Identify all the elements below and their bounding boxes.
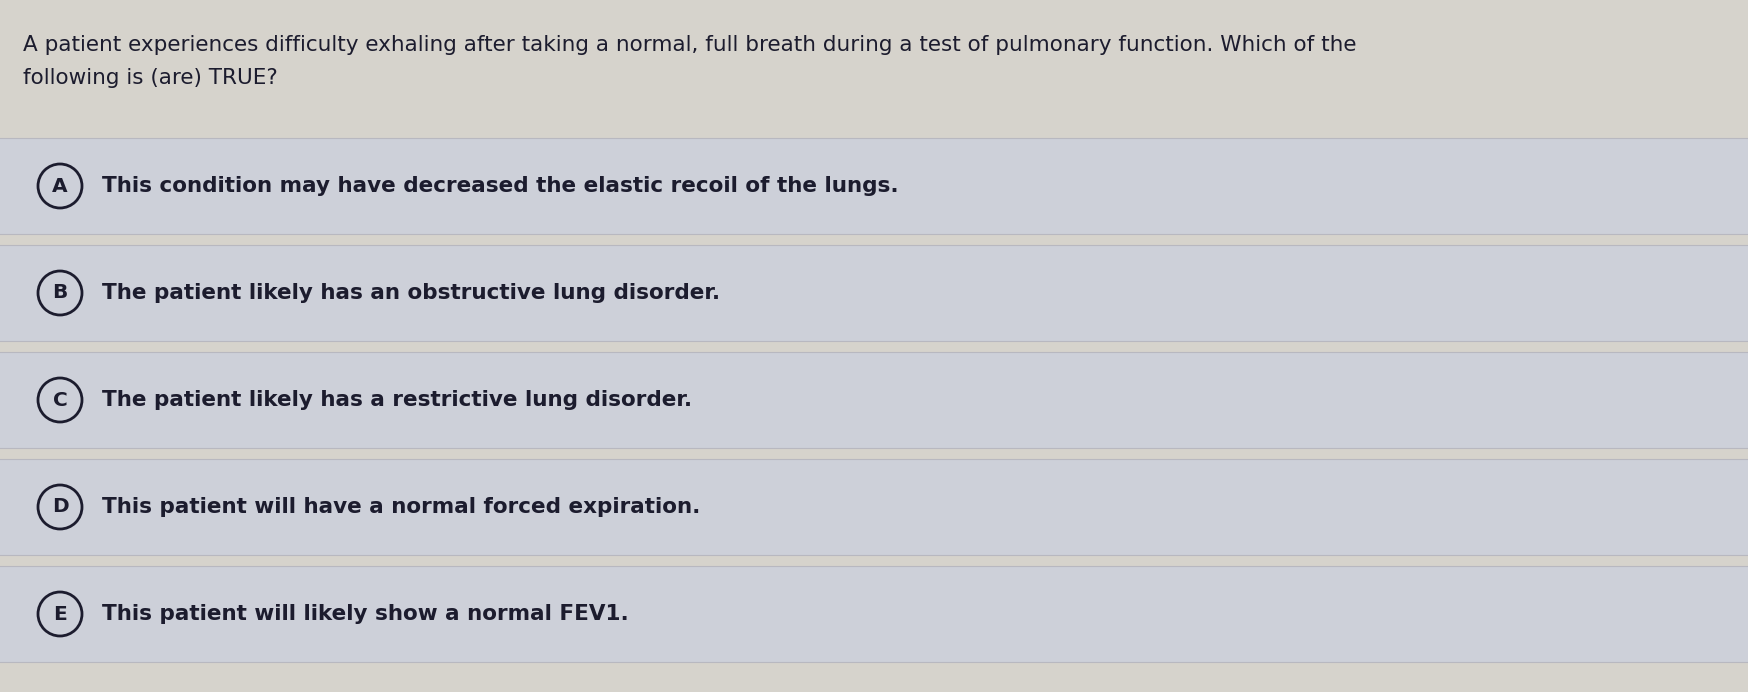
Text: This patient will have a normal forced expiration.: This patient will have a normal forced e… bbox=[101, 497, 701, 517]
Text: This patient will likely show a normal FEV1.: This patient will likely show a normal F… bbox=[101, 604, 629, 624]
FancyBboxPatch shape bbox=[0, 245, 1748, 341]
Text: The patient likely has an obstructive lung disorder.: The patient likely has an obstructive lu… bbox=[101, 283, 720, 303]
FancyBboxPatch shape bbox=[0, 566, 1748, 662]
Text: A: A bbox=[52, 176, 68, 196]
FancyBboxPatch shape bbox=[0, 459, 1748, 555]
Text: E: E bbox=[52, 605, 66, 623]
Text: C: C bbox=[52, 390, 68, 410]
FancyBboxPatch shape bbox=[0, 352, 1748, 448]
Text: B: B bbox=[52, 284, 68, 302]
Text: D: D bbox=[52, 498, 68, 516]
Text: The patient likely has a restrictive lung disorder.: The patient likely has a restrictive lun… bbox=[101, 390, 692, 410]
FancyBboxPatch shape bbox=[0, 138, 1748, 234]
Text: A patient experiences difficulty exhaling after taking a normal, full breath dur: A patient experiences difficulty exhalin… bbox=[23, 35, 1356, 88]
Text: This condition may have decreased the elastic recoil of the lungs.: This condition may have decreased the el… bbox=[101, 176, 898, 196]
